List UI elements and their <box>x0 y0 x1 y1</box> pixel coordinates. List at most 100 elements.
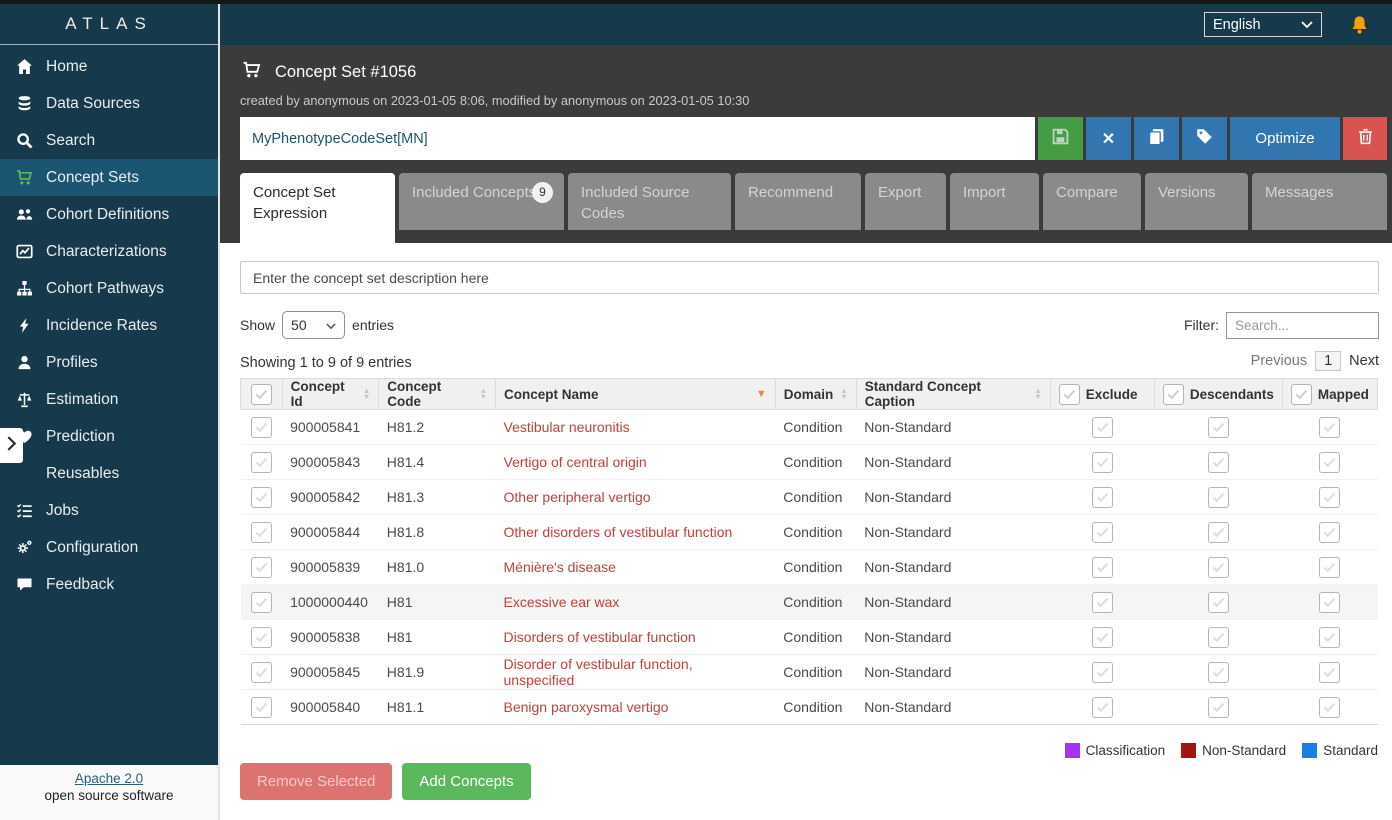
exclude-checkbox[interactable] <box>1091 486 1113 508</box>
exclude-checkbox[interactable] <box>1091 696 1113 718</box>
concept-name-link[interactable]: Excessive ear wax <box>503 594 620 610</box>
optimize-button[interactable]: Optimize <box>1230 117 1340 160</box>
description-input[interactable] <box>240 261 1379 294</box>
sidebar-item-estimation[interactable]: Estimation <box>0 381 218 418</box>
column-header-standard-concept-caption[interactable]: Standard Concept Caption ▲ ▼ <box>855 378 1051 410</box>
row-select-checkbox[interactable] <box>250 696 272 718</box>
select-all-checkbox[interactable] <box>250 383 272 405</box>
row-select-checkbox[interactable] <box>250 521 272 543</box>
concept-name-link[interactable]: Other peripheral vertigo <box>503 489 651 505</box>
descendants-checkbox[interactable] <box>1207 626 1229 648</box>
page-size-select[interactable]: 50 <box>282 311 346 339</box>
row-select-checkbox[interactable] <box>250 661 272 683</box>
mapped-checkbox[interactable] <box>1319 696 1341 718</box>
mapped-checkbox[interactable] <box>1319 451 1341 473</box>
row-select-checkbox[interactable] <box>250 416 272 438</box>
mapped-all-checkbox[interactable] <box>1290 383 1312 405</box>
sidebar-item-data-sources[interactable]: Data Sources <box>0 85 218 122</box>
sidebar-item-profiles[interactable]: Profiles <box>0 344 218 381</box>
tag-button[interactable] <box>1182 117 1227 160</box>
column-header-domain[interactable]: Domain ▲ ▼ <box>774 378 857 410</box>
concept-set-name-input[interactable] <box>240 117 1035 160</box>
pagination-page-1[interactable]: 1 <box>1315 351 1342 371</box>
exclude-checkbox[interactable] <box>1091 626 1113 648</box>
remove-selected-button[interactable]: Remove Selected <box>240 763 393 800</box>
mapped-checkbox[interactable] <box>1319 521 1341 543</box>
exclude-checkbox[interactable] <box>1091 416 1113 438</box>
concept-name-link[interactable]: Disorders of vestibular function <box>503 629 696 645</box>
save-button[interactable] <box>1038 117 1083 160</box>
descendants-checkbox[interactable] <box>1207 591 1229 613</box>
tab-export[interactable]: Export <box>865 173 946 230</box>
descendants-checkbox[interactable] <box>1207 661 1229 683</box>
column-header-concept-code[interactable]: Concept Code ▲ ▼ <box>378 378 496 410</box>
descendants-checkbox[interactable] <box>1207 521 1229 543</box>
notifications-bell-icon[interactable] <box>1350 15 1369 35</box>
concept-name-link[interactable]: Ménière's disease <box>503 559 616 575</box>
concept-name-link[interactable]: Vestibular neuronitis <box>503 419 630 435</box>
tab-compare[interactable]: Compare <box>1043 173 1141 230</box>
sidebar-item-cohort-pathways[interactable]: Cohort Pathways <box>0 270 218 307</box>
sidebar-item-jobs[interactable]: Jobs <box>0 492 218 529</box>
sidebar-item-configuration[interactable]: Configuration <box>0 529 218 566</box>
sidebar-item-incidence-rates[interactable]: Incidence Rates <box>0 307 218 344</box>
exclude-checkbox[interactable] <box>1091 451 1113 473</box>
concept-name-link[interactable]: Benign paroxysmal vertigo <box>503 699 669 715</box>
exclude-checkbox[interactable] <box>1091 591 1113 613</box>
descendants-checkbox[interactable] <box>1207 556 1229 578</box>
sidebar-expand-handle[interactable] <box>0 428 23 463</box>
row-select-checkbox[interactable] <box>250 451 272 473</box>
exclude-all-checkbox[interactable] <box>1058 383 1080 405</box>
sidebar-item-search[interactable]: Search <box>0 122 218 159</box>
column-header-mapped[interactable]: Mapped <box>1281 378 1379 410</box>
row-select-checkbox[interactable] <box>250 591 272 613</box>
descendants-checkbox[interactable] <box>1207 696 1229 718</box>
tab-messages[interactable]: Messages <box>1252 173 1387 230</box>
exclude-checkbox[interactable] <box>1091 556 1113 578</box>
row-select-checkbox[interactable] <box>250 486 272 508</box>
sidebar-item-reusables[interactable]: Reusables <box>0 455 218 492</box>
tab-import[interactable]: Import <box>950 173 1039 230</box>
tab-recommend[interactable]: Recommend <box>735 173 861 230</box>
column-header-concept-name[interactable]: Concept Name ▼ <box>495 378 776 410</box>
sidebar-item-characterizations[interactable]: Characterizations <box>0 233 218 270</box>
language-select[interactable]: English <box>1204 12 1322 37</box>
sidebar-item-concept-sets[interactable]: Concept Sets <box>0 159 218 196</box>
concept-name-link[interactable]: Vertigo of central origin <box>503 454 647 470</box>
column-header-descendants[interactable]: Descendants <box>1153 378 1283 410</box>
row-select-checkbox[interactable] <box>250 626 272 648</box>
close-button[interactable]: ✕ <box>1086 117 1131 160</box>
descendants-checkbox[interactable] <box>1207 416 1229 438</box>
sidebar-item-feedback[interactable]: Feedback <box>0 566 218 603</box>
tab-included-concepts[interactable]: Included Concepts 9 <box>399 173 564 230</box>
concept-name-link[interactable]: Other disorders of vestibular function <box>503 524 733 540</box>
descendants-checkbox[interactable] <box>1207 486 1229 508</box>
add-concepts-button[interactable]: Add Concepts <box>402 763 531 800</box>
mapped-checkbox[interactable] <box>1319 626 1341 648</box>
sidebar-item-prediction[interactable]: Prediction <box>0 418 218 455</box>
filter-search-input[interactable] <box>1226 311 1379 339</box>
sidebar-item-cohort-definitions[interactable]: Cohort Definitions <box>0 196 218 233</box>
row-select-checkbox[interactable] <box>250 556 272 578</box>
column-header-exclude[interactable]: Exclude <box>1049 378 1155 410</box>
mapped-checkbox[interactable] <box>1319 416 1341 438</box>
mapped-checkbox[interactable] <box>1319 556 1341 578</box>
tab-versions[interactable]: Versions <box>1145 173 1248 230</box>
copy-button[interactable] <box>1134 117 1179 160</box>
column-header-concept-id[interactable]: Concept Id ▲ ▼ <box>281 378 380 410</box>
mapped-checkbox[interactable] <box>1319 591 1341 613</box>
pagination-previous[interactable]: Previous <box>1250 353 1308 369</box>
descendants-checkbox[interactable] <box>1207 451 1229 473</box>
pagination-next[interactable]: Next <box>1349 353 1379 369</box>
exclude-checkbox[interactable] <box>1091 661 1113 683</box>
descendants-all-checkbox[interactable] <box>1162 383 1184 405</box>
concept-name-link[interactable]: Disorder of vestibular function, unspeci… <box>503 656 693 688</box>
mapped-checkbox[interactable] <box>1319 486 1341 508</box>
delete-button[interactable] <box>1343 117 1387 160</box>
license-link[interactable]: Apache 2.0 <box>74 771 144 786</box>
sidebar-item-home[interactable]: Home <box>0 48 218 85</box>
tab-included-source-codes[interactable]: Included Source Codes <box>568 173 731 230</box>
mapped-checkbox[interactable] <box>1319 661 1341 683</box>
exclude-checkbox[interactable] <box>1091 521 1113 543</box>
tab-concept-set-expression[interactable]: Concept Set Expression <box>240 173 395 243</box>
